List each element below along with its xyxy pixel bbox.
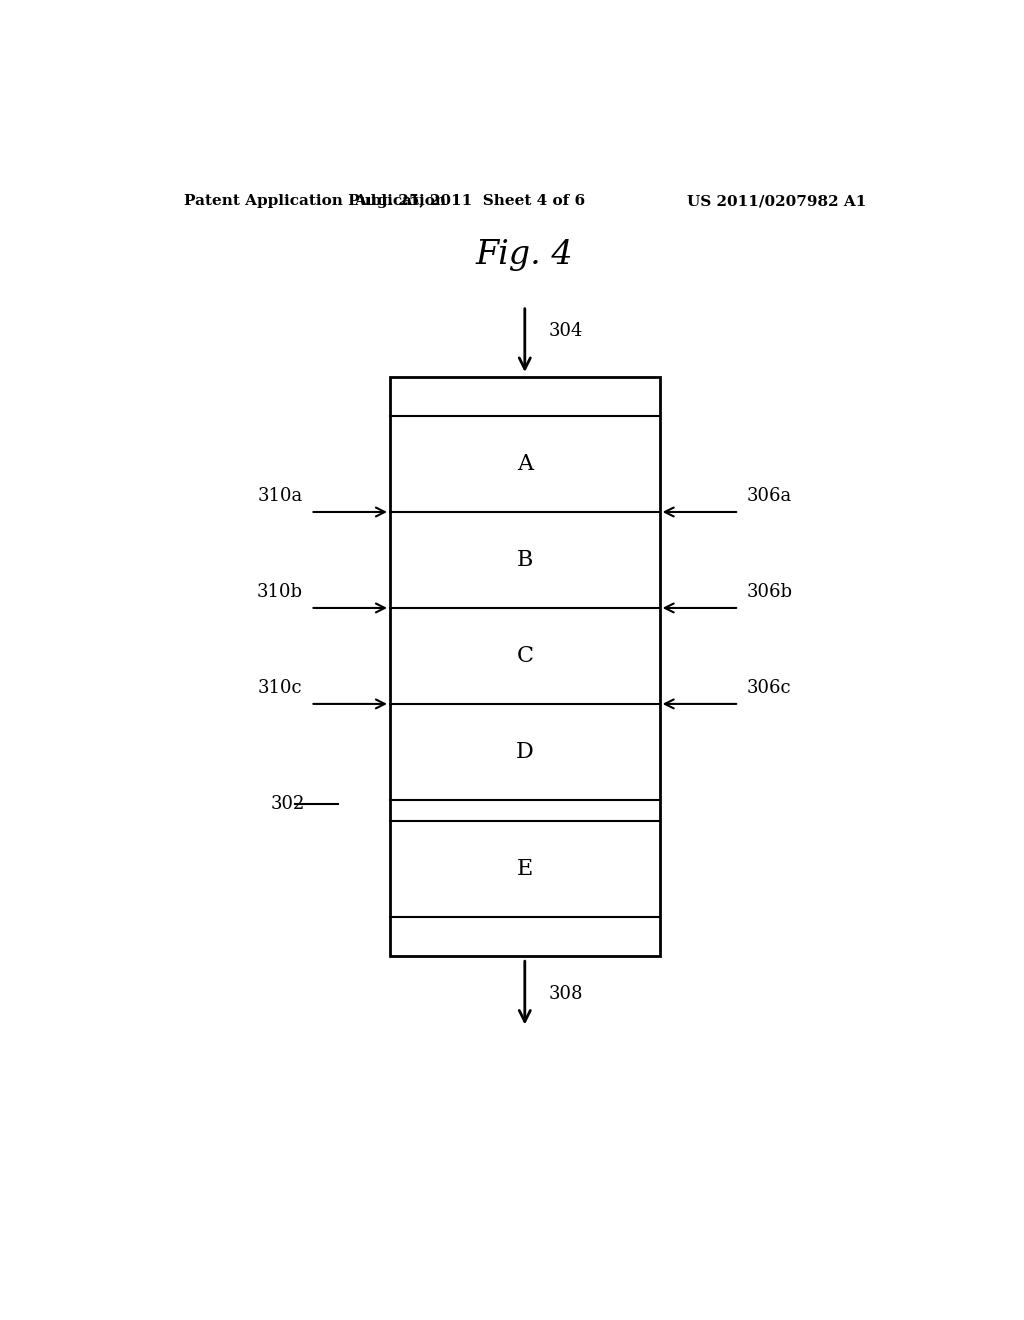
Text: B: B xyxy=(517,549,532,572)
Text: C: C xyxy=(516,645,534,667)
Text: 310b: 310b xyxy=(257,583,303,601)
Text: 306c: 306c xyxy=(748,678,792,697)
Text: Aug. 25, 2011  Sheet 4 of 6: Aug. 25, 2011 Sheet 4 of 6 xyxy=(353,194,585,209)
Text: 310c: 310c xyxy=(258,678,303,697)
Text: Patent Application Publication: Patent Application Publication xyxy=(183,194,445,209)
Text: 306b: 306b xyxy=(748,583,793,601)
Text: 302: 302 xyxy=(270,795,305,813)
Text: A: A xyxy=(517,453,532,475)
Text: D: D xyxy=(516,741,534,763)
Text: Fig. 4: Fig. 4 xyxy=(476,239,573,271)
Text: 310a: 310a xyxy=(257,487,303,504)
Text: 308: 308 xyxy=(549,985,583,1003)
Text: 306a: 306a xyxy=(748,487,793,504)
Text: 304: 304 xyxy=(549,322,583,341)
Bar xyxy=(390,378,659,956)
Text: US 2011/0207982 A1: US 2011/0207982 A1 xyxy=(687,194,866,209)
Text: E: E xyxy=(517,858,532,880)
